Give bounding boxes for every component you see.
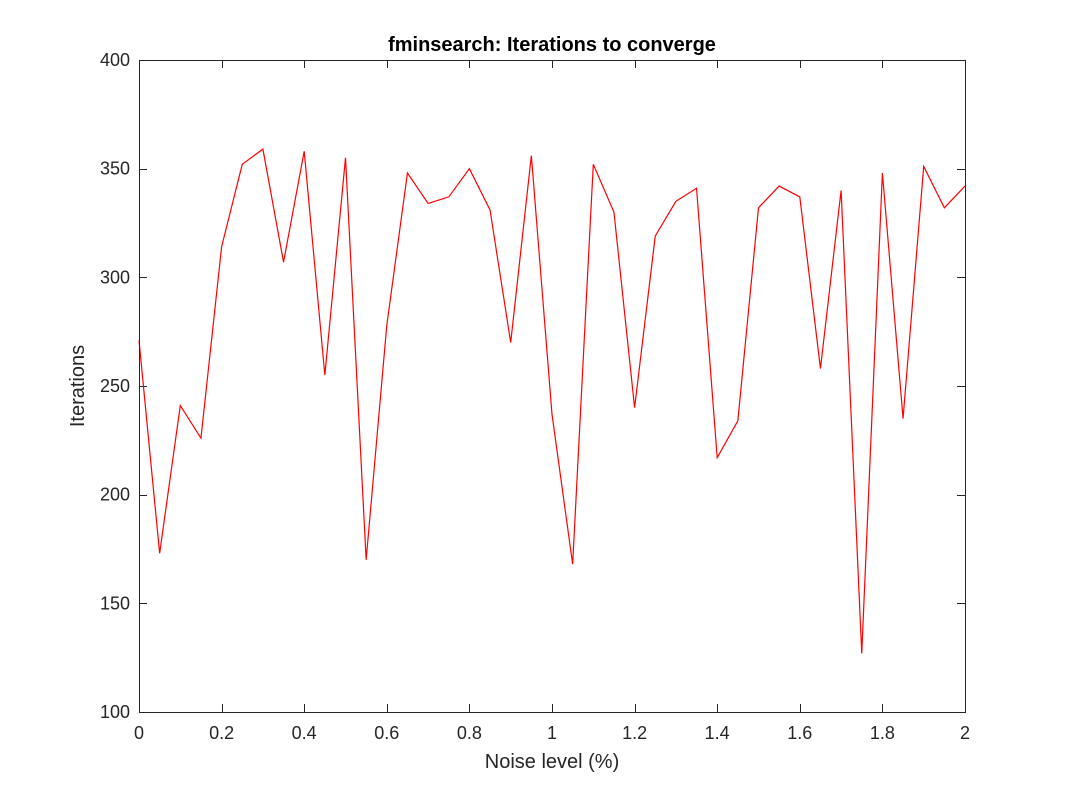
y-tick-label: 350 xyxy=(100,159,130,179)
plot-area xyxy=(139,60,965,712)
x-tick-label: 1 xyxy=(547,723,557,743)
y-tick-label: 300 xyxy=(100,267,130,287)
plot-frame xyxy=(139,60,966,713)
x-tick-label: 0.8 xyxy=(457,723,482,743)
x-tick-label: 1.6 xyxy=(787,723,812,743)
y-tick-label: 250 xyxy=(100,376,130,396)
x-tick-label: 1.4 xyxy=(705,723,730,743)
y-tick-label: 100 xyxy=(100,702,130,722)
x-tick-label: 1.8 xyxy=(870,723,895,743)
y-tick-label: 150 xyxy=(100,593,130,613)
y-tick-label: 400 xyxy=(100,50,130,70)
x-tick-label: 1.2 xyxy=(622,723,647,743)
x-tick-label: 0 xyxy=(134,723,144,743)
y-axis-label: Iterations xyxy=(67,345,89,427)
x-tick-label: 2 xyxy=(960,723,970,743)
series-line xyxy=(138,148,966,654)
y-tick-label: 200 xyxy=(100,485,130,505)
x-tick-label: 0.4 xyxy=(292,723,317,743)
x-tick-label: 0.6 xyxy=(374,723,399,743)
x-axis-label: Noise level (%) xyxy=(485,751,619,773)
x-tick-label: 0.2 xyxy=(209,723,234,743)
chart-title: fminsearch: Iterations to converge xyxy=(388,34,716,56)
axis-tick-labels: 0 0.2 0.4 0.6 0.8 1 1.2 1.4 1.6 1.8 2 100 150 200 250 3… xyxy=(100,50,970,743)
